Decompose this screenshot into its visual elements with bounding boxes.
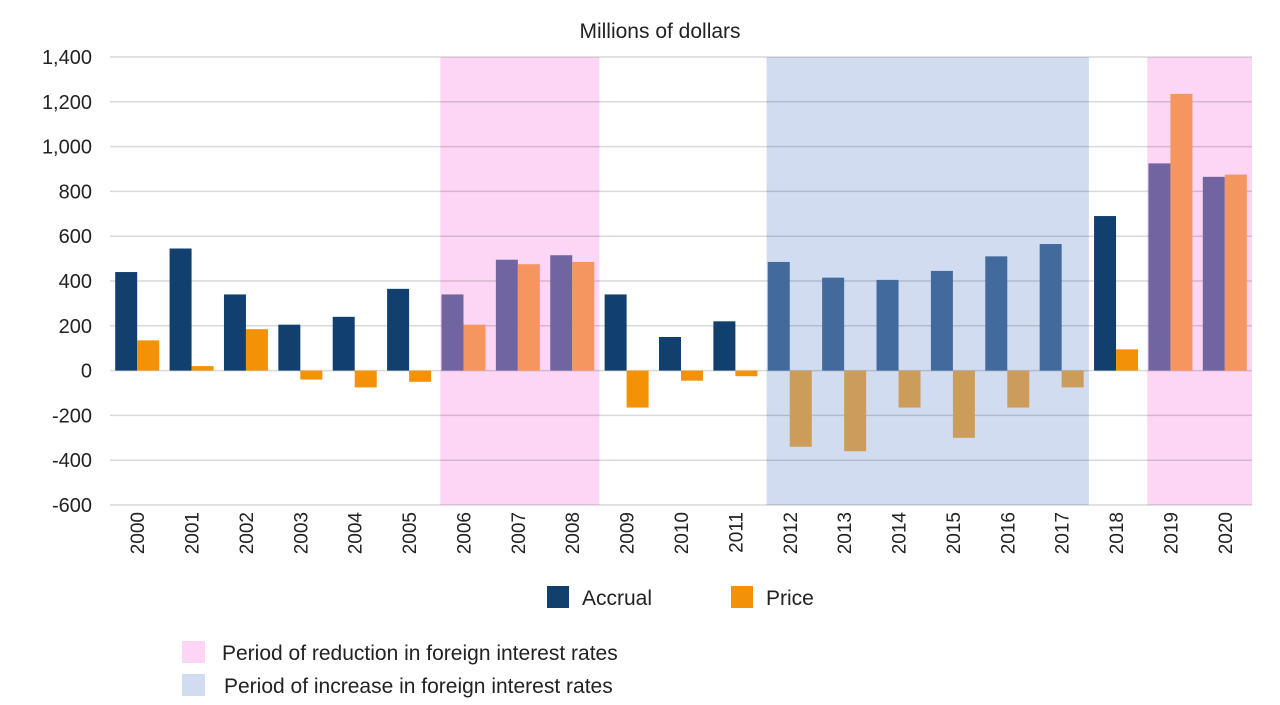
accrual-bar-2015 xyxy=(930,270,953,371)
price-bar-2001 xyxy=(191,366,214,371)
x-tick-label: 2017 xyxy=(1053,512,1074,554)
y-tick-label: 1,200 xyxy=(42,92,92,114)
y-tick-label: -400 xyxy=(52,450,92,472)
y-tick-label: 1,000 xyxy=(42,137,92,159)
x-tick-label: 2016 xyxy=(998,512,1019,554)
accrual-bar-2011 xyxy=(713,321,736,371)
accrual-bar-2013 xyxy=(822,277,845,371)
x-tick-label: 2002 xyxy=(237,512,258,554)
price-bar-2003 xyxy=(300,370,323,380)
accrual-bar-2001 xyxy=(169,248,192,371)
chart-title: Millions of dollars xyxy=(579,20,740,43)
accrual-bar-2012 xyxy=(767,261,790,371)
y-tick-label: 200 xyxy=(59,316,92,338)
accrual-bar-2000 xyxy=(115,272,138,371)
x-tick-label: 2011 xyxy=(726,512,747,553)
x-tick-label: 2007 xyxy=(509,512,530,554)
x-tick-label: 2004 xyxy=(346,512,367,555)
price-bar-2012 xyxy=(789,370,812,447)
x-tick-label: 2020 xyxy=(1216,512,1237,554)
price-bar-2009 xyxy=(626,370,649,408)
x-tick-label: 2010 xyxy=(672,512,693,554)
price-bar-2007 xyxy=(517,264,540,371)
period-legend-swatch xyxy=(182,641,205,663)
accrual-bar-2008 xyxy=(550,255,573,371)
x-tick-label: 2018 xyxy=(1107,512,1128,554)
price-bar-2004 xyxy=(354,370,377,388)
accrual-bar-2016 xyxy=(985,256,1008,371)
x-tick-label: 2014 xyxy=(890,512,911,555)
price-bar-2002 xyxy=(245,329,268,371)
price-bar-2013 xyxy=(844,370,867,452)
accrual-bar-2018 xyxy=(1094,216,1117,371)
period-legend-label: Period of reduction in foreign interest … xyxy=(222,642,618,665)
y-tick-label: 400 xyxy=(59,271,92,293)
accrual-bar-2020 xyxy=(1202,176,1225,371)
accrual-bar-2009 xyxy=(604,294,627,371)
x-tick-label: 2006 xyxy=(454,512,475,554)
price-bar-2005 xyxy=(409,370,432,382)
price-bar-2015 xyxy=(952,370,975,438)
accrual-bar-2003 xyxy=(278,324,301,371)
price-bar-2010 xyxy=(681,370,703,381)
price-bar-2011 xyxy=(735,370,758,377)
legend-label-accrual: Accrual xyxy=(582,587,652,610)
x-tick-label: 2001 xyxy=(183,512,204,554)
price-bar-2019 xyxy=(1170,93,1193,371)
y-tick-label: 800 xyxy=(59,181,92,203)
accrual-bar-2006 xyxy=(441,294,464,371)
y-tick-label: 600 xyxy=(59,226,92,248)
x-tick-label: 2012 xyxy=(781,512,802,554)
accrual-bar-2010 xyxy=(659,337,681,371)
price-bar-2017 xyxy=(1061,370,1084,388)
x-tick-label: 2009 xyxy=(618,512,639,554)
accrual-bar-2007 xyxy=(495,259,518,371)
accrual-bar-2002 xyxy=(223,294,246,371)
price-bar-2018 xyxy=(1116,349,1139,371)
period-legend-label: Period of increase in foreign interest r… xyxy=(224,675,613,698)
x-tick-label: 2019 xyxy=(1161,512,1182,554)
accrual-bar-2004 xyxy=(332,316,355,371)
x-tick-label: 2015 xyxy=(944,512,965,554)
x-tick-label: 2000 xyxy=(128,512,149,554)
legend-swatch-price xyxy=(731,586,753,608)
accrual-bar-2019 xyxy=(1148,163,1171,371)
accrual-bar-2017 xyxy=(1039,244,1062,371)
y-tick-label: 0 xyxy=(81,361,92,383)
price-bar-2006 xyxy=(463,324,486,371)
x-tick-label: 2008 xyxy=(563,512,584,554)
shaded-period-band xyxy=(766,57,1089,505)
y-tick-label: 1,400 xyxy=(42,47,92,69)
accrual-bar-2005 xyxy=(387,288,410,371)
price-bar-2014 xyxy=(898,370,921,408)
y-tick-label: -600 xyxy=(52,495,92,517)
period-legend-swatch xyxy=(182,674,205,696)
price-bar-2008 xyxy=(572,261,595,371)
legend-swatch-accrual xyxy=(547,586,569,608)
price-bar-2016 xyxy=(1007,370,1030,408)
x-tick-label: 2013 xyxy=(835,512,856,554)
legend-label-price: Price xyxy=(766,587,814,610)
price-bar-2020 xyxy=(1224,174,1247,371)
price-bar-2000 xyxy=(137,340,160,371)
y-tick-label: -200 xyxy=(52,405,92,427)
x-tick-label: 2003 xyxy=(291,512,312,554)
accrual-bar-2014 xyxy=(876,279,899,371)
x-tick-label: 2005 xyxy=(400,512,421,554)
